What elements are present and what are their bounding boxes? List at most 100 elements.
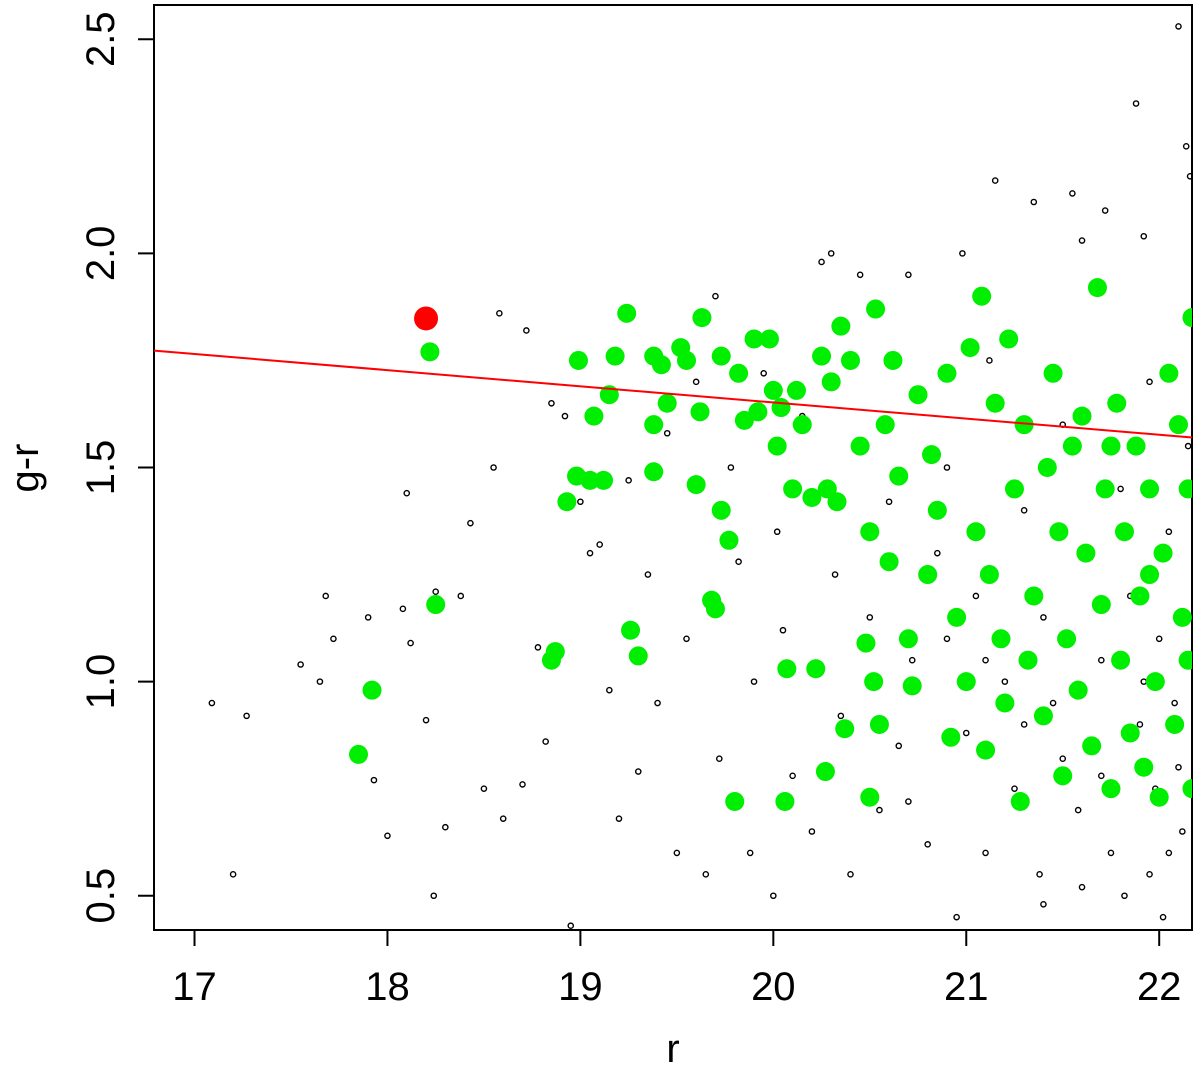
point bbox=[546, 642, 565, 661]
point bbox=[835, 719, 854, 738]
point bbox=[729, 364, 748, 383]
point bbox=[400, 606, 405, 611]
y-tick-label: 2.0 bbox=[79, 226, 123, 282]
point bbox=[636, 769, 641, 774]
point bbox=[899, 629, 918, 648]
point bbox=[935, 551, 940, 556]
point bbox=[941, 728, 960, 747]
point bbox=[1173, 608, 1192, 627]
point bbox=[1166, 850, 1171, 855]
point bbox=[999, 330, 1018, 349]
point bbox=[468, 521, 473, 526]
point bbox=[584, 407, 603, 426]
point bbox=[886, 499, 891, 504]
point bbox=[777, 659, 796, 678]
point bbox=[717, 756, 722, 761]
point bbox=[858, 272, 863, 277]
point bbox=[831, 317, 850, 336]
point bbox=[775, 529, 780, 534]
point bbox=[562, 414, 567, 419]
point bbox=[607, 688, 612, 693]
point bbox=[728, 465, 733, 470]
point bbox=[1150, 788, 1169, 807]
point bbox=[944, 465, 949, 470]
point bbox=[906, 272, 911, 277]
point bbox=[1179, 479, 1198, 498]
point bbox=[995, 694, 1014, 713]
point bbox=[928, 501, 947, 520]
point bbox=[408, 640, 413, 645]
point bbox=[877, 807, 882, 812]
point bbox=[856, 634, 875, 653]
x-axis-label: r bbox=[666, 1027, 679, 1071]
point bbox=[1180, 829, 1185, 834]
point bbox=[423, 718, 428, 723]
point bbox=[1076, 807, 1081, 812]
point bbox=[1107, 394, 1126, 413]
point bbox=[748, 850, 753, 855]
point bbox=[349, 745, 368, 764]
point bbox=[768, 437, 787, 456]
point bbox=[1122, 893, 1127, 898]
point bbox=[420, 342, 439, 361]
point bbox=[1147, 379, 1152, 384]
point bbox=[606, 347, 625, 366]
point bbox=[748, 402, 767, 421]
point bbox=[909, 385, 928, 404]
point bbox=[568, 923, 573, 928]
point bbox=[569, 351, 588, 370]
point bbox=[712, 501, 731, 520]
point bbox=[645, 572, 650, 577]
point bbox=[764, 381, 783, 400]
point bbox=[1011, 792, 1030, 811]
point bbox=[578, 499, 583, 504]
point bbox=[1176, 24, 1181, 29]
point bbox=[1115, 522, 1134, 541]
point bbox=[706, 599, 725, 618]
point bbox=[787, 381, 806, 400]
plot-frame bbox=[154, 5, 1192, 930]
y-tick-label: 1.0 bbox=[79, 654, 123, 710]
point bbox=[1019, 651, 1038, 670]
point bbox=[883, 351, 902, 370]
point bbox=[1121, 724, 1140, 743]
point bbox=[918, 565, 937, 584]
point bbox=[1063, 437, 1082, 456]
point bbox=[621, 621, 640, 640]
point bbox=[543, 739, 548, 744]
point bbox=[761, 371, 766, 376]
point bbox=[712, 347, 731, 366]
point bbox=[1041, 615, 1046, 620]
point bbox=[736, 559, 741, 564]
point bbox=[1092, 595, 1111, 614]
point bbox=[1141, 234, 1146, 239]
point bbox=[991, 629, 1010, 648]
point bbox=[1024, 586, 1043, 605]
point bbox=[524, 328, 529, 333]
point bbox=[866, 300, 885, 319]
point bbox=[848, 872, 853, 877]
point bbox=[426, 595, 445, 614]
point bbox=[751, 679, 756, 684]
point bbox=[1101, 437, 1120, 456]
point bbox=[1141, 679, 1146, 684]
x-tick-label: 21 bbox=[944, 965, 989, 1009]
point bbox=[937, 364, 956, 383]
point bbox=[684, 636, 689, 641]
point bbox=[520, 782, 525, 787]
point bbox=[841, 351, 860, 370]
point bbox=[363, 681, 382, 700]
point bbox=[880, 552, 899, 571]
point bbox=[677, 351, 696, 370]
point bbox=[860, 522, 879, 541]
point bbox=[414, 306, 438, 330]
point bbox=[1133, 101, 1138, 106]
point bbox=[1050, 700, 1055, 705]
point bbox=[793, 415, 812, 434]
point bbox=[922, 445, 941, 464]
point bbox=[1044, 364, 1063, 383]
point bbox=[317, 679, 322, 684]
point bbox=[1031, 199, 1036, 204]
point bbox=[1186, 443, 1191, 448]
